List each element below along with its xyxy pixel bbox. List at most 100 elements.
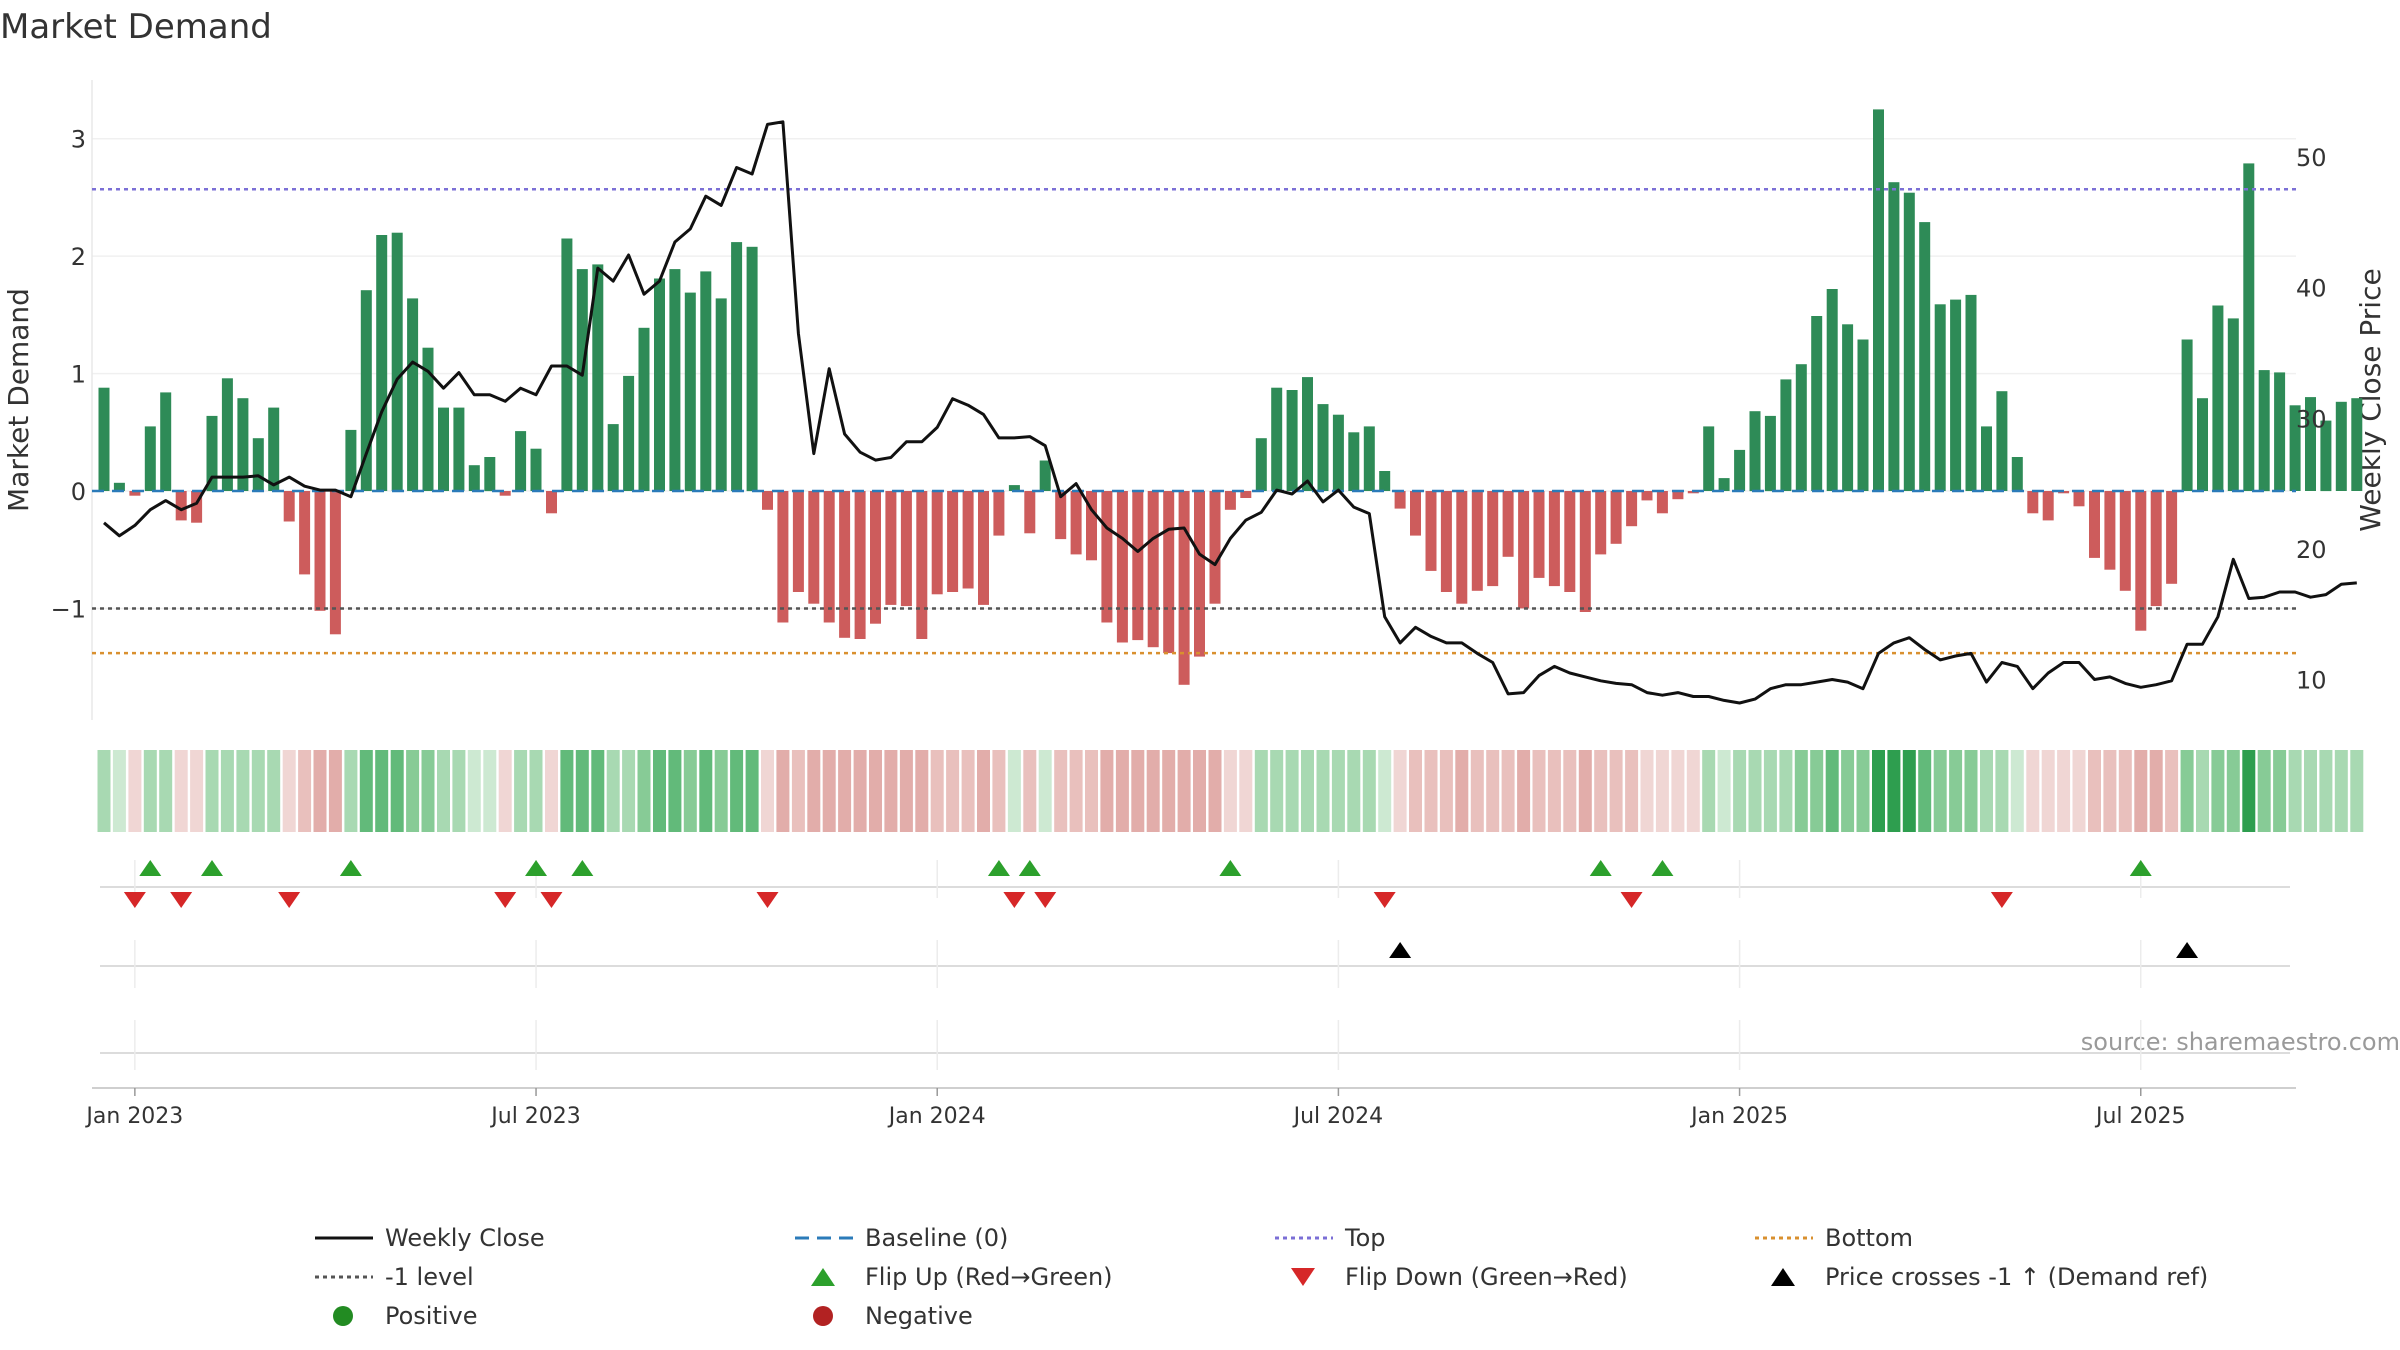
x-tick-label: Jul 2024 (1292, 1104, 1384, 1129)
legend-item: Price crosses -1 ↑ (Demand ref) (1771, 1263, 2208, 1291)
heat-strip-cell (1517, 750, 1531, 832)
heat-strip-cell (2041, 750, 2055, 832)
flip-up-marker (1219, 860, 1242, 876)
weekly-close-polyline (103, 120, 2357, 705)
legend-swatch-triangle-down (1291, 1268, 1315, 1286)
heat-strip-cell (467, 750, 481, 832)
heat-strip-cell (915, 750, 929, 832)
legend-item: Flip Up (Red→Green) (811, 1263, 1113, 1291)
heat-strip-cell (328, 750, 342, 832)
legend-swatch-dot (813, 1306, 833, 1326)
positive-bar (1764, 415, 1776, 492)
heat-strip-cell (668, 750, 682, 832)
heat-strip-cell (421, 750, 435, 832)
flip-up-marker (571, 860, 594, 876)
legend-item: Positive (333, 1302, 478, 1330)
heat-strip-cell (1347, 750, 1361, 832)
negative-bar (1456, 491, 1468, 604)
negative-bar (808, 491, 820, 604)
heat-strip-cell (992, 750, 1006, 832)
negative-bar (1070, 491, 1082, 555)
negative-bar (1656, 491, 1668, 514)
heat-strip-cell (745, 750, 759, 832)
positive-bar (376, 235, 388, 491)
source-text: source: sharemaestro.com (2081, 1028, 2400, 1056)
negative-bar (931, 491, 943, 595)
heat-strip-cell (174, 750, 188, 832)
positive-bar (1888, 182, 1900, 491)
legend-label: -1 level (385, 1263, 474, 1291)
positive-bar (98, 387, 110, 491)
positive-bar (2181, 339, 2193, 491)
heat-strip-cell (1439, 750, 1453, 832)
legend-label: Bottom (1825, 1224, 1913, 1252)
positive-bar (1332, 414, 1344, 491)
positive-bar (1903, 192, 1915, 491)
heat-strip-cell (899, 750, 913, 832)
negative-bar (1533, 491, 1545, 578)
heat-strip-cell (1301, 750, 1314, 832)
negative-bar (1595, 491, 1607, 555)
heat-strip-cell (622, 750, 636, 832)
heat-strip-cell (1655, 750, 1669, 832)
heat-strip-cell (1902, 750, 1916, 832)
heat-strip-cell (1918, 750, 1932, 832)
positive-bar (1363, 426, 1375, 491)
negative-bar (299, 491, 311, 575)
heat-strip-cell (1671, 750, 1685, 832)
positive-bar (484, 457, 496, 492)
positive-bar (1379, 471, 1391, 491)
negative-bar (1055, 491, 1067, 540)
positive-bar (2351, 398, 2363, 491)
negative-bar (1440, 491, 1452, 592)
positive-bar (1286, 390, 1298, 491)
positive-bar (2305, 397, 2316, 491)
legend-label: Price crosses -1 ↑ (Demand ref) (1825, 1263, 2208, 1291)
positive-bar (2243, 163, 2255, 491)
heat-strip-cell (2134, 750, 2148, 832)
negative-bar (2042, 491, 2054, 521)
flip-down-marker (1373, 892, 1396, 908)
legend-label: Baseline (0) (865, 1224, 1008, 1252)
negative-bar (2119, 491, 2131, 591)
positive-bar (669, 269, 681, 491)
positive-bar (1857, 339, 1869, 491)
heat-strip-cell (437, 750, 450, 832)
negative-bar (1394, 491, 1406, 509)
heat-strip-cell (730, 750, 744, 832)
negative-bar (129, 491, 141, 496)
negative-bar (1425, 491, 1437, 571)
positive-bar (576, 269, 588, 491)
negative-bar (1147, 491, 1159, 648)
heat-strip-cell (514, 750, 528, 832)
legend-label: Flip Down (Green→Red) (1345, 1263, 1628, 1291)
positive-bar (468, 465, 480, 491)
negative-bar (916, 491, 928, 639)
legend-label: Top (1344, 1224, 1386, 1252)
demand-bars (98, 109, 2363, 685)
heat-strip-cell (298, 750, 312, 832)
heat-strip-cell (2304, 750, 2317, 832)
flip-down-marker (756, 892, 779, 908)
heat-strip-cell (1193, 750, 1206, 832)
heat-strip-cell (2288, 750, 2302, 832)
heat-strip-cell (1223, 750, 1237, 832)
negative-bar (2104, 491, 2116, 570)
heat-strip-cell (761, 750, 774, 832)
positive-bar (113, 482, 125, 491)
heat-strip-cell (267, 750, 281, 832)
heat-strip-cell (2103, 750, 2117, 832)
heat-strip-cell (1841, 750, 1855, 832)
positive-bar (1734, 449, 1746, 491)
heat-strip-cell (1702, 750, 1716, 832)
positive-bar (638, 327, 650, 491)
negative-bar (1224, 491, 1236, 510)
positive-bar (1780, 379, 1792, 491)
flip-down-marker (494, 892, 517, 908)
y-axis-label: Market Demand (2, 288, 35, 512)
negative-bar (1209, 491, 1221, 604)
positive-bar (746, 246, 758, 492)
heat-strip-cell (545, 750, 558, 832)
legend-swatch-triangle-up (1771, 1268, 1795, 1286)
flip-down-marker (170, 892, 193, 908)
